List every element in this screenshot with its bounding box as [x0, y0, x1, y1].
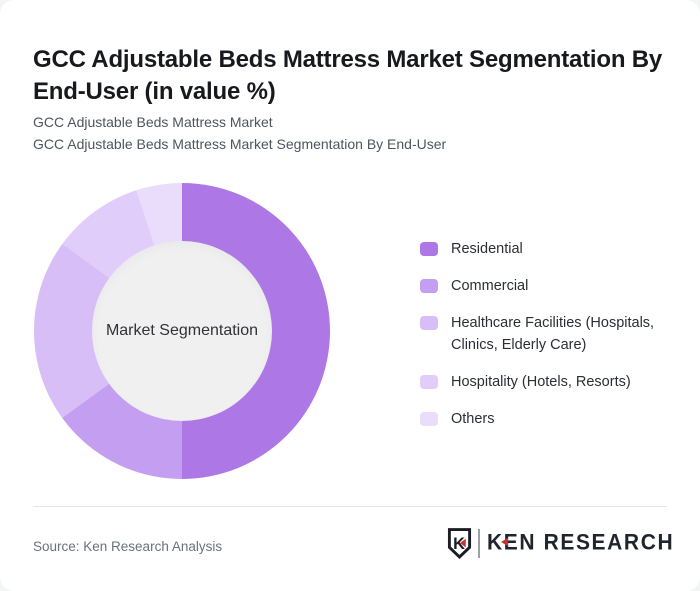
donut-chart-area: Market Segmentation: [34, 183, 330, 479]
logo-red-arrow-icon: [500, 537, 508, 546]
legend-swatch: [420, 242, 438, 256]
logo-wordmark: KEN RESEARCH: [487, 530, 675, 555]
logo-separator: [478, 528, 480, 558]
legend-swatch: [420, 279, 438, 293]
svg-text:K: K: [453, 534, 465, 552]
legend-swatch: [420, 375, 438, 389]
subtitle-block: GCC Adjustable Beds Mattress Market GCC …: [33, 112, 673, 155]
shield-red-arrow-icon: [459, 538, 466, 547]
logo-shield-icon: K: [447, 527, 472, 559]
legend-item: Hospitality (Hotels, Resorts): [420, 371, 678, 393]
legend-item: Residential: [420, 238, 678, 260]
legend-label: Residential: [451, 241, 523, 257]
subtitle-line-1: GCC Adjustable Beds Mattress Market: [33, 114, 273, 130]
legend-label: Commercial: [451, 278, 529, 294]
donut-center-label: Market Segmentation: [105, 322, 259, 339]
legend-item: Commercial: [420, 275, 678, 297]
footer-divider: [33, 506, 667, 507]
chart-legend: Residential Commercial Healthcare Facili…: [420, 238, 678, 430]
ken-research-logo: K KEN RESEARCH: [447, 527, 674, 559]
source-text: Source: Ken Research Analysis: [33, 539, 223, 554]
donut-hole: Market Segmentation: [92, 241, 272, 421]
subtitle-line-2: GCC Adjustable Beds Mattress Market Segm…: [33, 135, 447, 152]
legend-label: Hospitality (Hotels, Resorts): [451, 374, 631, 390]
legend-label: Healthcare Facilities (Hospitals, Clinic…: [451, 315, 655, 353]
legend-swatch: [420, 316, 438, 330]
legend-item: Others: [420, 408, 678, 430]
legend-label: Others: [451, 411, 495, 427]
page-title: GCC Adjustable Beds Mattress Market Segm…: [33, 46, 663, 106]
legend-swatch: [420, 412, 438, 426]
legend-item: Healthcare Facilities (Hospitals, Clinic…: [420, 312, 678, 356]
